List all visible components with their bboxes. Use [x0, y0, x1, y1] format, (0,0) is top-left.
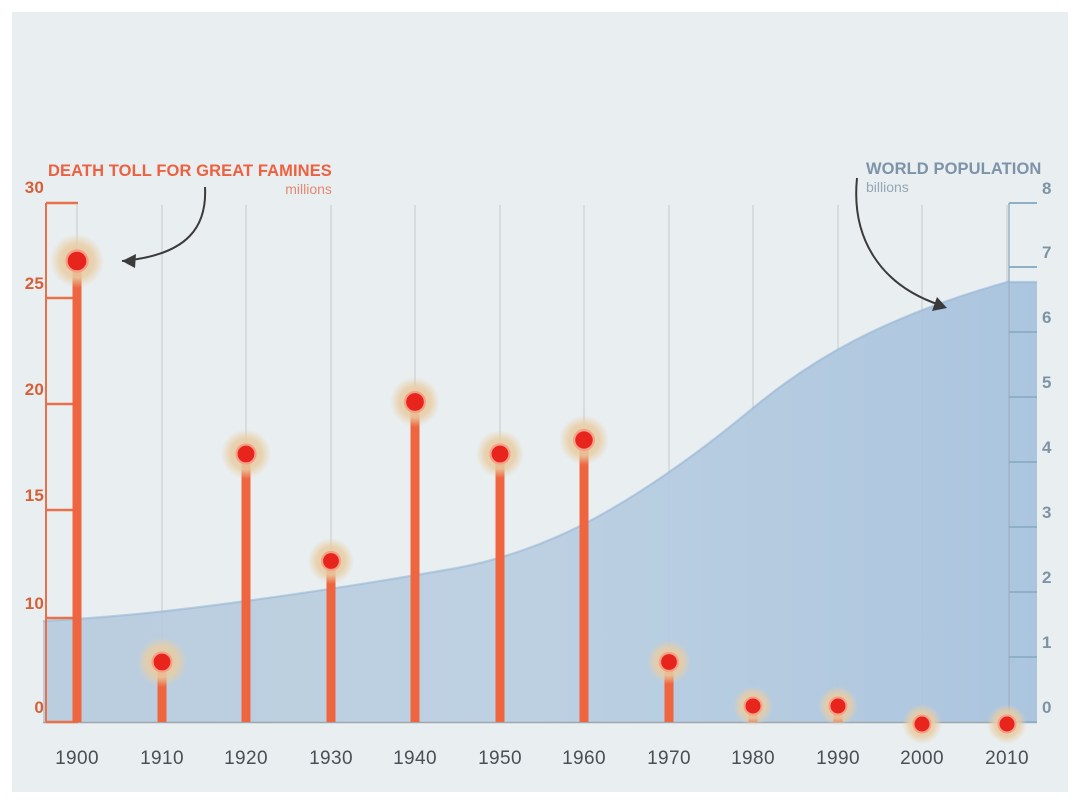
famine-bar-1930[interactable] — [308, 538, 354, 722]
right-annotation-units: billions — [866, 179, 909, 195]
right-tick-label-1: 1 — [1042, 633, 1052, 652]
x-tick-label-1980: 1980 — [731, 748, 775, 769]
famine-bar-2010[interactable] — [987, 704, 1027, 744]
famine-bar-1910[interactable] — [137, 637, 187, 722]
famine-bar-1950[interactable] — [476, 430, 524, 722]
right-tick-label-4: 4 — [1042, 438, 1052, 457]
left-tick-label-0: 0 — [34, 698, 44, 717]
left-annotation-units: millions — [285, 181, 332, 197]
world-population-curve — [42, 280, 1037, 623]
left-tick-label-10: 10 — [24, 594, 44, 613]
x-tick-label-1920: 1920 — [224, 748, 268, 769]
famine-bar-1990[interactable] — [818, 686, 858, 726]
right-annotation-title: WORLD POPULATION — [866, 160, 1042, 178]
famine-bar-1900[interactable] — [50, 234, 104, 722]
right-tick-label-3: 3 — [1042, 503, 1052, 522]
right-tick-label-0: 0 — [1042, 698, 1052, 717]
famine-bar-1960[interactable] — [559, 415, 609, 722]
famine-bar-1940[interactable] — [390, 377, 440, 722]
x-tick-label-1950: 1950 — [478, 748, 522, 769]
right-tick-label-6: 6 — [1042, 308, 1052, 327]
x-tick-label-1990: 1990 — [816, 748, 860, 769]
x-tick-label-1900: 1900 — [55, 748, 99, 769]
right-annotation-title-block: WORLD POPULATION billions — [866, 160, 1041, 195]
right-tick-label-2: 2 — [1042, 568, 1052, 587]
x-tick-label-2010: 2010 — [985, 748, 1029, 769]
right-tick-label-7: 7 — [1042, 243, 1052, 262]
x-tick-label-1940: 1940 — [393, 748, 437, 769]
x-tick-label-2000: 2000 — [900, 748, 944, 769]
right-tick-label-5: 5 — [1042, 373, 1052, 392]
famine-bars — [50, 234, 1027, 744]
famine-bar-1980[interactable] — [733, 686, 773, 726]
left-annotation-title: DEATH TOLL FOR GREAT FAMINES — [48, 162, 332, 180]
left-annotation-title-block: DEATH TOLL FOR GREAT FAMINES millions — [48, 162, 332, 197]
famine-bar-1970[interactable] — [647, 640, 691, 722]
x-tick-label-1970: 1970 — [647, 748, 691, 769]
world-population-area — [43, 282, 1037, 722]
famine-bar-2000[interactable] — [902, 704, 942, 744]
famine-bar-1920[interactable] — [221, 429, 271, 722]
left-tick-label-20: 20 — [24, 380, 44, 399]
left-tick-label-25: 25 — [24, 274, 44, 293]
x-tick-label-1960: 1960 — [562, 748, 606, 769]
right-tick-label-8: 8 — [1042, 179, 1052, 198]
left-tick-label-15: 15 — [24, 486, 44, 505]
annotation-arrow-left — [121, 186, 207, 268]
left-tick-label-30: 30 — [24, 178, 44, 197]
x-tick-label-1930: 1930 — [309, 748, 353, 769]
x-tick-label-1910: 1910 — [140, 748, 184, 769]
annotation-arrow-right — [855, 177, 947, 311]
